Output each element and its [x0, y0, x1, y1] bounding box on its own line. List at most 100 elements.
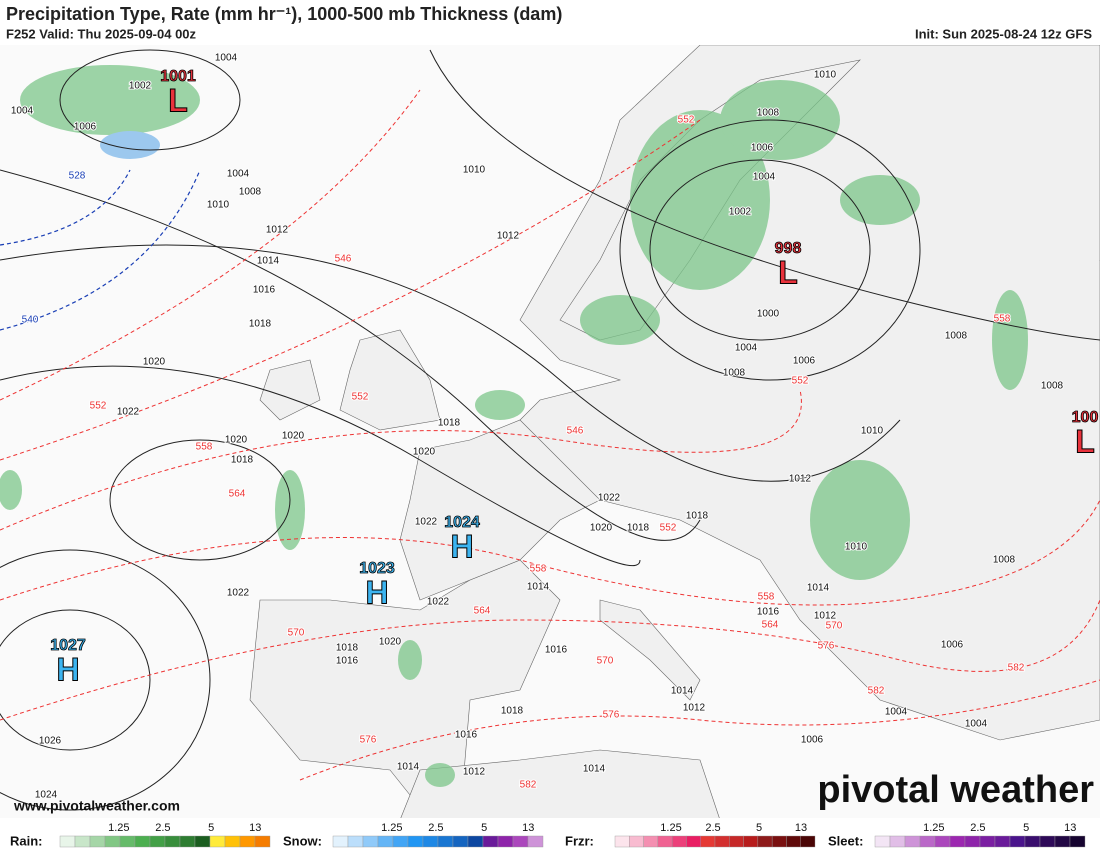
legend-name: Rain:	[10, 833, 43, 848]
logo: pivotal weather	[817, 769, 1094, 811]
pressure-center-value: 1027	[50, 637, 86, 654]
thickness-label: 576	[603, 710, 620, 721]
isobar-label: 1010	[463, 165, 486, 176]
thickness-label: 558	[758, 592, 775, 603]
snow-area	[100, 131, 160, 159]
legend-swatch	[512, 835, 529, 848]
legend-swatch	[994, 835, 1011, 848]
isobar-label: 1010	[861, 426, 884, 437]
isobar-label: 1008	[723, 368, 746, 379]
legend-swatch	[392, 835, 409, 848]
isobar-label: 1006	[941, 640, 964, 651]
legend-swatch	[119, 835, 136, 848]
title: Precipitation Type, Rate (mm hr⁻¹), 1000…	[6, 4, 562, 24]
isobar-label: 1020	[282, 431, 305, 442]
legend-swatch	[979, 835, 996, 848]
legend-tick: 1.25	[923, 822, 944, 834]
isobar-label: 1014	[671, 686, 694, 697]
thickness-label: 570	[826, 621, 843, 632]
thickness-label: 564	[762, 620, 779, 631]
isobar-label: 1006	[751, 143, 774, 154]
legend-swatch	[437, 835, 454, 848]
pressure-center-value: 1023	[359, 560, 395, 577]
legend-swatch	[629, 835, 644, 848]
isobar-label: 1014	[527, 582, 550, 593]
thickness-label: 552	[678, 115, 695, 126]
legend-tick: 5	[208, 822, 214, 834]
isobar-label: 1026	[39, 736, 62, 747]
legend-swatch	[452, 835, 469, 848]
isobar-label: 1008	[993, 555, 1016, 566]
legend-tick: 2.5	[428, 822, 443, 834]
isobar-label: 1020	[143, 357, 166, 368]
isobar-label: 1004	[227, 169, 250, 180]
legend-swatch	[700, 835, 716, 848]
thickness-label: 576	[818, 641, 835, 652]
isobar-label: 1022	[427, 597, 450, 608]
thickness-lines-cold	[0, 169, 201, 331]
isobar-label: 1020	[413, 447, 436, 458]
isobar-label: 1014	[583, 764, 606, 775]
isobar-label: 1004	[11, 106, 34, 117]
legend-swatch	[527, 835, 544, 848]
isobar-label: 1024	[35, 790, 58, 801]
land-britain	[339, 329, 441, 431]
pressure-center-value: 100	[1072, 409, 1099, 426]
isobar-label: 1002	[729, 207, 752, 218]
legend-swatch	[224, 835, 241, 848]
isobar-label: 1022	[117, 407, 140, 418]
legend-tick: 2.5	[155, 822, 170, 834]
thickness-label: 552	[352, 392, 369, 403]
legend-swatch	[134, 835, 151, 848]
pressure-center-letter: L	[778, 254, 798, 290]
legend-tick: 5	[481, 822, 487, 834]
isobar-label: 1006	[793, 356, 816, 367]
legend-swatch	[149, 835, 166, 848]
thickness-label: 546	[335, 254, 352, 265]
pressure-center-value: 1024	[444, 514, 480, 531]
thickness-label: 558	[530, 564, 547, 575]
legend-swatch	[209, 835, 226, 848]
isobar-label: 1004	[965, 719, 988, 730]
thickness-label: 564	[229, 489, 246, 500]
land-ireland	[259, 359, 321, 421]
legend-swatch	[104, 835, 121, 848]
legend-swatch	[59, 835, 76, 848]
legend-tick: 1.25	[381, 822, 402, 834]
isobar-label: 1012	[497, 231, 520, 242]
isobar-label: 1016	[545, 645, 568, 656]
legend-swatch	[904, 835, 921, 848]
isobar-label: 1022	[415, 517, 438, 528]
legend-swatch	[964, 835, 981, 848]
isobar-label: 1012	[463, 767, 486, 778]
isobar-label: 1018	[627, 523, 650, 534]
isobar-label: 1018	[336, 643, 359, 654]
legend-swatch	[362, 835, 379, 848]
legend-swatch	[671, 835, 687, 848]
legend-swatch	[934, 835, 951, 848]
isobar-label: 1018	[686, 511, 709, 522]
pressure-center-letter: H	[450, 528, 473, 564]
isobar-label: 1022	[227, 588, 250, 599]
legend-tick: 5	[756, 822, 762, 834]
legend-tick: 5	[1023, 822, 1029, 834]
legend-swatch	[1039, 835, 1056, 848]
legend-swatch	[949, 835, 966, 848]
thickness-label: 582	[520, 780, 537, 791]
pressure-center-letter: H	[365, 574, 388, 610]
pressure-center-letter: L	[1075, 423, 1095, 459]
isobar-label: 1012	[683, 703, 706, 714]
legend-swatch	[643, 835, 659, 848]
thickness-label: 564	[474, 606, 491, 617]
thickness-label: 558	[994, 314, 1011, 325]
thickness-label: 552	[660, 523, 677, 534]
pressure-center-value: 1001	[160, 68, 196, 85]
isobar-label: 1016	[455, 730, 478, 741]
legend-swatch	[1024, 835, 1041, 848]
legend-swatch	[771, 835, 787, 848]
legend-tick: 1.25	[108, 822, 129, 834]
isobar-label: 1008	[239, 187, 262, 198]
legend-swatch	[164, 835, 181, 848]
thickness-label: 540	[22, 315, 39, 326]
